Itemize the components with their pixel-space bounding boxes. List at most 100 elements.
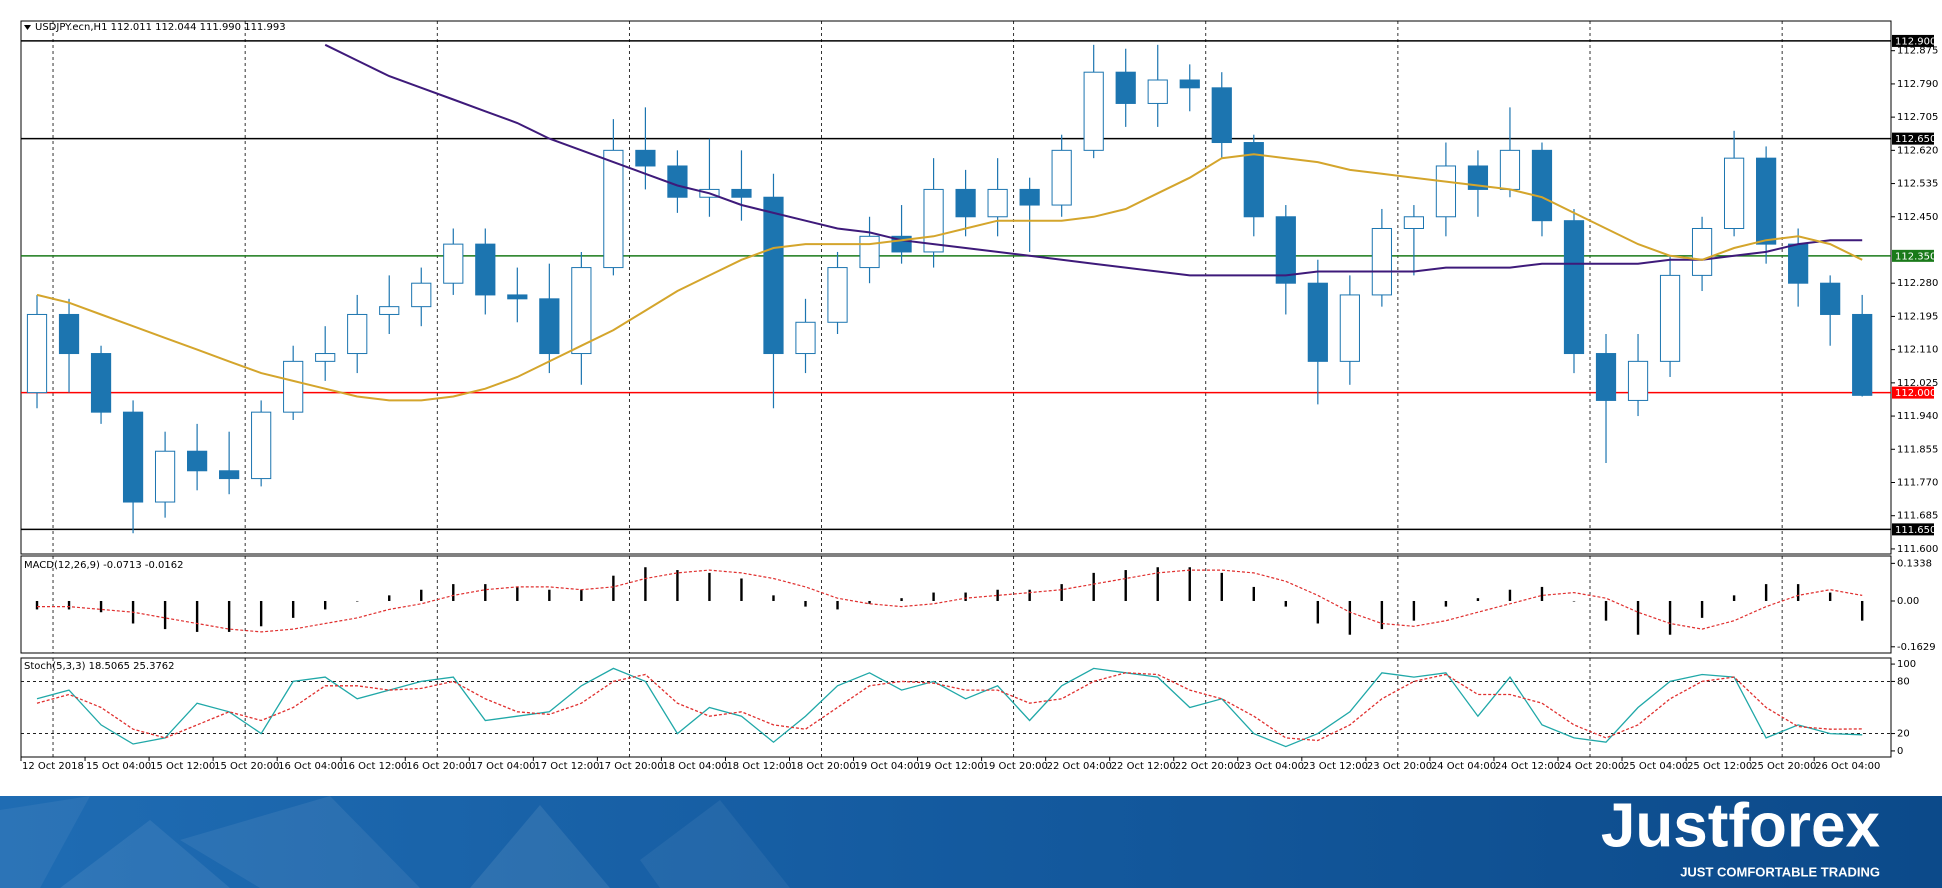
- panel-frame: [20, 20, 1892, 555]
- panel-frame: [20, 657, 1892, 758]
- x-tick-label: 23 Oct 04:00: [1239, 761, 1304, 772]
- macd-bar: [1156, 567, 1159, 601]
- x-tick-label: 18 Oct 12:00: [726, 761, 791, 772]
- macd-bar: [388, 595, 391, 601]
- candle-body: [1403, 216, 1425, 229]
- level-label: 112.900: [1895, 36, 1936, 47]
- macd-bar: [1572, 600, 1576, 602]
- candle-body: [379, 306, 400, 315]
- x-tick-label: 15 Oct 12:00: [150, 761, 215, 772]
- candle-body: [1307, 282, 1328, 362]
- macd-bar: [1412, 600, 1416, 621]
- candle-body: [1051, 149, 1072, 206]
- level-label: 112.350: [1895, 251, 1936, 262]
- macd-bar: [1124, 570, 1127, 601]
- candle-body: [1627, 360, 1649, 401]
- x-tick-label: 25 Oct 20:00: [1751, 761, 1816, 772]
- x-tick-label: 22 Oct 12:00: [1111, 761, 1176, 772]
- candle-body: [251, 411, 272, 480]
- y-tick-label: 111.770: [1897, 477, 1938, 488]
- panel-title: MACD(12,26,9) -0.0713 -0.0162: [24, 560, 184, 571]
- candle-body: [731, 188, 752, 198]
- candle-body: [635, 149, 656, 167]
- macd-bar: [1764, 584, 1768, 601]
- macd-bar: [1636, 600, 1640, 635]
- macd-bar: [1348, 600, 1352, 635]
- macd-bar: [740, 578, 743, 601]
- y-tick-label: 112.025: [1897, 378, 1938, 389]
- y-tick-label: 112.875: [1897, 46, 1938, 57]
- macd-bar: [1220, 572, 1223, 601]
- candle-body: [154, 450, 176, 503]
- candle-body: [1659, 274, 1681, 362]
- macd-bar: [163, 600, 167, 630]
- macd-bar: [868, 600, 871, 604]
- y-tick-label: 112.535: [1897, 179, 1938, 190]
- x-tick-label: 25 Oct 04:00: [1623, 761, 1688, 772]
- level-label-box: [1892, 386, 1934, 399]
- y-tick-label: 112.280: [1897, 278, 1938, 289]
- macd-bar: [516, 586, 519, 601]
- y-tick-label: 112.705: [1897, 112, 1938, 123]
- candle-body: [347, 313, 368, 355]
- brand: Justforex: [1601, 791, 1881, 860]
- y-tick-label: 111.685: [1897, 511, 1938, 522]
- macd-bar: [580, 589, 583, 601]
- moving-average: [324, 43, 1863, 277]
- macd-bar: [1828, 592, 1832, 601]
- x-tick-label: 16 Oct 20:00: [406, 761, 471, 772]
- macd-bar: [1604, 600, 1608, 621]
- candle-body: [26, 313, 48, 394]
- x-tick-label: 19 Oct 04:00: [855, 761, 920, 772]
- macd-bar: [323, 600, 327, 610]
- macd-bar: [1668, 600, 1672, 635]
- candle-body: [1019, 188, 1040, 206]
- x-tick-label: 24 Oct 20:00: [1559, 761, 1624, 772]
- y-tick-label: 20: [1897, 729, 1910, 740]
- macd-bar: [932, 592, 935, 601]
- macd-bar: [195, 600, 199, 632]
- macd-bar: [484, 584, 487, 601]
- candle-body: [1243, 142, 1264, 218]
- banner-shape: [60, 820, 230, 888]
- tagline: JUST COMFORTABLE TRADING: [1680, 864, 1880, 879]
- macd-bar: [676, 570, 679, 601]
- candle-body: [219, 470, 240, 480]
- macd-bar: [99, 600, 103, 613]
- x-tick-label: 17 Oct 12:00: [534, 761, 599, 772]
- x-tick-label: 17 Oct 04:00: [470, 761, 535, 772]
- macd-bar: [1700, 600, 1704, 618]
- candle-body: [411, 282, 432, 308]
- x-tick-label: 22 Oct 20:00: [1175, 761, 1240, 772]
- x-tick-label: 15 Oct 04:00: [86, 761, 151, 772]
- x-tick-label: 17 Oct 20:00: [598, 761, 663, 772]
- candle-body: [1371, 227, 1392, 296]
- candle-body: [475, 243, 496, 296]
- macd-bar: [1380, 600, 1384, 630]
- level-label-box: [1892, 249, 1934, 262]
- candle-body: [603, 149, 624, 269]
- level-label: 111.650: [1895, 525, 1936, 536]
- macd-bar: [1860, 600, 1864, 621]
- candle-body: [122, 411, 144, 503]
- panel-title: Stoch(5,3,3) 18.5065 25.3762: [24, 661, 175, 672]
- candle-body: [1083, 71, 1104, 151]
- y-tick-label: 100: [1897, 659, 1916, 670]
- x-tick-label: 15 Oct 20:00: [214, 761, 279, 772]
- candle-body: [1147, 79, 1168, 104]
- macd-bar: [964, 592, 967, 601]
- candle-body: [1723, 157, 1745, 229]
- macd-bar: [1476, 598, 1480, 601]
- macd-bar: [612, 575, 615, 601]
- macd-bar: [1796, 584, 1800, 601]
- moving-average: [36, 153, 1863, 402]
- banner-shape: [470, 805, 610, 888]
- candle-body: [1595, 353, 1617, 401]
- banner-shape: [640, 800, 790, 888]
- candle-body: [859, 235, 880, 269]
- macd-bar: [900, 598, 903, 601]
- candle-body: [955, 188, 976, 218]
- macd-bar: [548, 589, 551, 601]
- y-tick-label: 111.600: [1897, 544, 1938, 555]
